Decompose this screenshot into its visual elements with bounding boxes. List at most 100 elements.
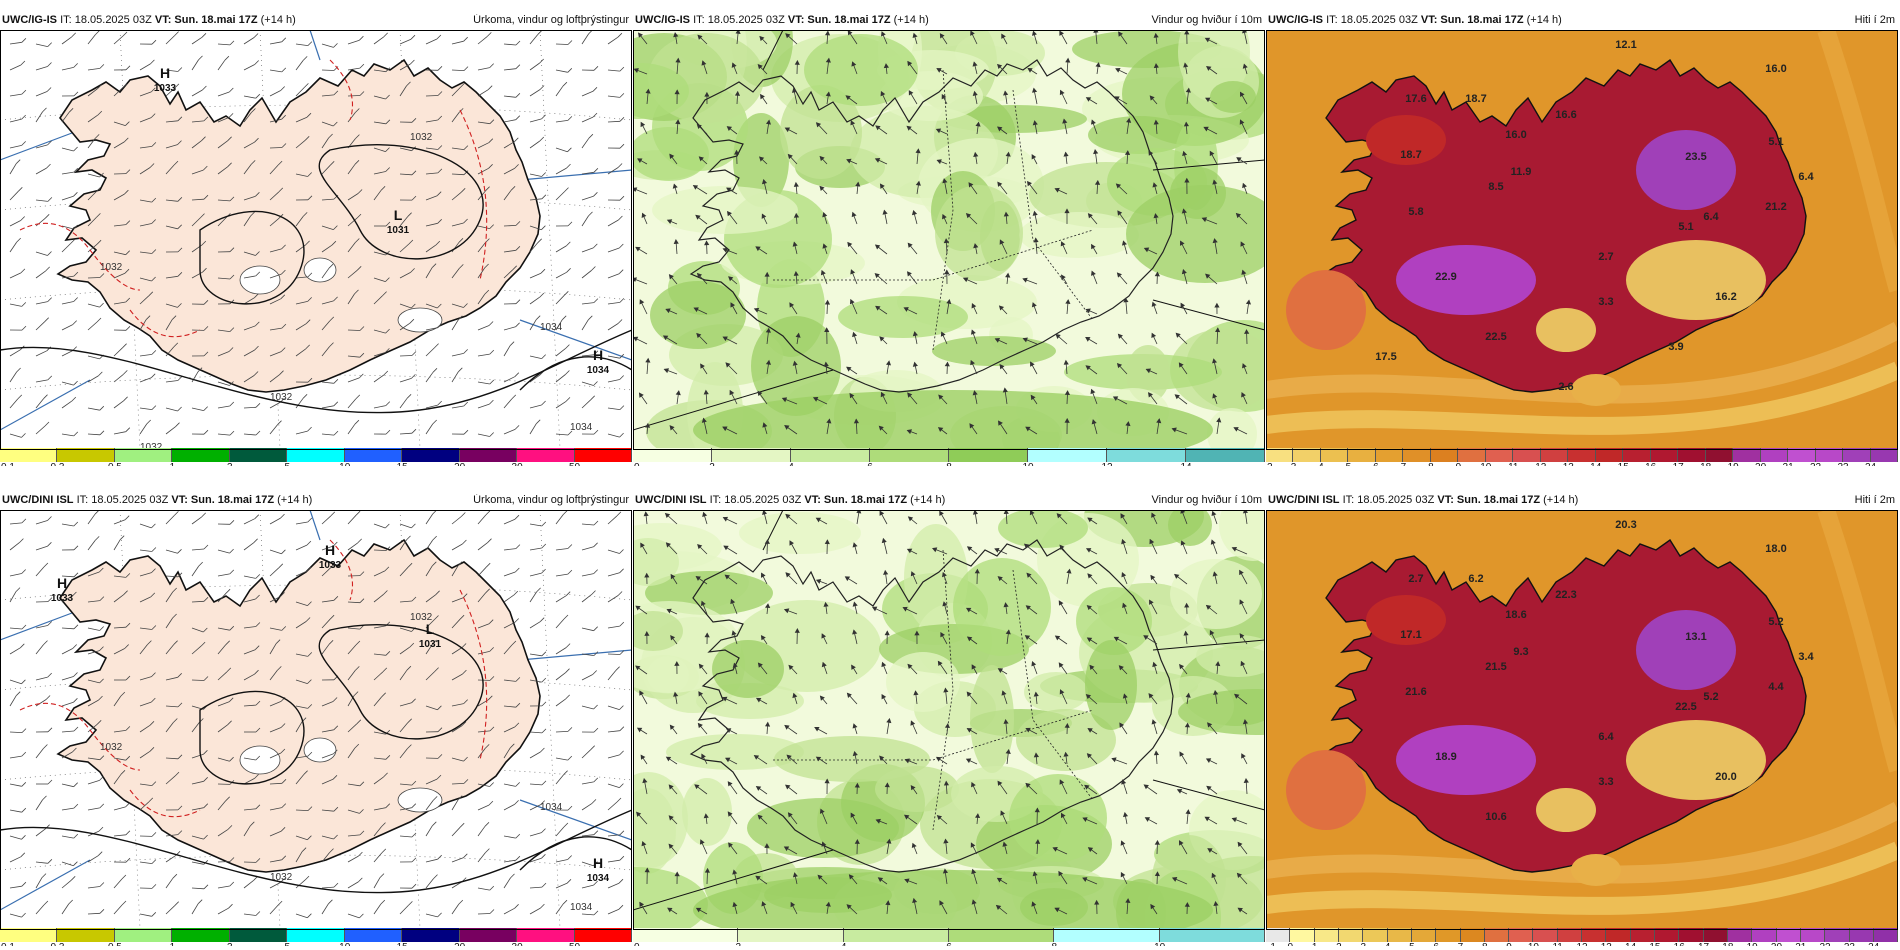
high-pressure-value: 1033 [51,593,74,604]
lead-time: (+14 h) [260,14,296,26]
colorbar-tick-label: 15 [397,942,408,946]
colorbar-tick-label: 2 [736,942,742,946]
temperature-label: 18.6 [1505,609,1526,621]
temperature-label: 16.0 [1765,63,1786,75]
colorbar-swatch [57,928,115,942]
colorbar-swatch [574,928,632,942]
panel-header: UWC/DINI ISL IT: 18.05.2025 03Z VT: Sun.… [635,494,1262,510]
colorbar-tick-label: 50 [569,462,580,466]
colorbar-swatch [1436,928,1461,942]
colorbar-tick-label: 1 [170,942,176,946]
issue-time: IT: 18.05.2025 03Z [1342,494,1435,506]
wind-panel-ig-is: UWC/IG-IS IT: 18.05.2025 03Z VT: Sun. 18… [633,14,1266,466]
colorbar-swatch [1752,928,1777,942]
colorbar-swatch [229,928,288,942]
colorbar-tick-label: 4 [788,462,794,466]
colorbar-tick-label: 23 [1837,462,1848,466]
colorbar-tick-label: 12 [1101,462,1112,466]
colorbar-tick-label: 12 [1535,462,1546,466]
colorbar-tick-label: 6 [1373,462,1379,466]
colorbar-tick-label: 8 [1482,942,1488,946]
colorbar-tick-label: 10 [1480,462,1491,466]
panel-title: Hiti í 2m [1854,494,1895,506]
colorbar-tick-label: 23 [1844,942,1855,946]
high-pressure-marker: H [593,855,603,871]
colorbar-swatch [1484,928,1510,942]
temperature-label: 6.4 [1798,171,1814,183]
colorbar-tick-label: 7 [1458,942,1464,946]
temperature-label: 6.4 [1598,731,1614,743]
valid-time: Sun. 18.mai 17Z [807,14,891,26]
colorbar-swatch [1849,928,1874,942]
temperature-label: 8.5 [1488,181,1503,193]
high-pressure-marker: H [57,575,67,591]
high-pressure-marker: H [160,65,170,81]
colorbar-tick-label: 5 [1409,942,1415,946]
temperature-label: 9.3 [1513,646,1528,658]
panel-header: UWC/DINI ISL IT: 18.05.2025 03Z VT: Sun.… [2,494,629,510]
colorbar-tick-label: 16 [1674,942,1685,946]
colorbar-swatch [1403,448,1431,462]
colorbar-tick-label: 10 [339,942,350,946]
temperature-label: 5.2 [1768,616,1783,628]
colorbar-tick-label: 12 [1576,942,1587,946]
colorbar-swatch [114,448,173,462]
colorbar-swatch [287,928,345,942]
wind-speed-field [633,510,1265,928]
wind-arrows [635,510,1249,915]
colorbar-tick-label: 15 [397,462,408,466]
valid-label: VT: [1420,14,1438,26]
temp-panel-ig-is: UWC/IG-IS IT: 18.05.2025 03Z VT: Sun. 18… [1266,14,1899,466]
temperature-label: 18.0 [1765,543,1786,555]
wind-barbs [9,30,625,438]
colorbar-swatch [1825,928,1850,942]
colorbar-tick-label: 17 [1698,942,1709,946]
colorbar-tick-label: 3 [1360,942,1366,946]
colorbar [1266,448,1899,462]
projection-lines [633,30,1265,431]
temperature-label: 4.4 [1768,681,1784,693]
colorbar-swatch [1733,448,1761,462]
isobar-label: 1032 [140,442,163,448]
colorbar-swatch [1107,448,1186,462]
temperature-label: 16.0 [1505,129,1526,141]
temperature-label: 6.4 [1703,211,1719,223]
temperature-field [1286,595,1766,886]
isobars [0,624,632,894]
colorbar-swatch [0,448,58,462]
colorbar-tick-label: 20 [1771,942,1782,946]
temperature-label: 22.5 [1675,701,1696,713]
isobar-label: 1034 [540,322,563,333]
colorbar-swatch [1460,928,1485,942]
colorbar-swatch [949,448,1028,462]
valid-label: VT: [787,14,805,26]
colorbar-swatch [1509,928,1534,942]
region-borders [773,549,1094,831]
high-pressure-value: 1033 [154,83,177,94]
colorbar [633,448,1265,462]
panel-title: Úrkoma, vindur og loftþrýstingur [473,494,629,506]
colorbar-tick-label: 11 [1508,462,1518,466]
colorbar-tick-label: 17 [1673,462,1684,466]
valid-time: Sun. 18.mai 17Z [823,494,908,506]
low-pressure-marker: L [426,621,435,637]
colorbar-tick-label: 20 [454,462,465,466]
valid-label: VT: [804,494,821,506]
colorbar-tick-label: 22 [1820,942,1831,946]
colorbar-ticks: 0 2 4 6 8 10 [633,942,1265,946]
temperature-label: 17.5 [1375,351,1396,363]
colorbar-tick-label: 0.3 [51,942,65,946]
colorbar-tick-label: 16 [1645,462,1656,466]
temperature-label: 2.7 [1408,573,1423,585]
colorbar-tick-label: 50 [569,942,580,946]
glaciers [239,257,443,333]
colorbar-tick-label: 10 [1022,462,1033,466]
colorbar-tick-label: 15 [1618,462,1629,466]
temperature-label: 22.5 [1485,331,1506,343]
colorbar-tick-label: 5 [284,462,290,466]
temperature-label: 22.3 [1555,589,1576,601]
colorbar-tick-label: 0.5 [108,942,122,946]
colorbar-swatch [344,928,403,942]
high-pressure-value: 1034 [587,873,610,884]
region-borders [773,69,1094,351]
